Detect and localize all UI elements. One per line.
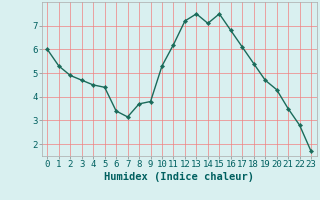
X-axis label: Humidex (Indice chaleur): Humidex (Indice chaleur) xyxy=(104,172,254,182)
